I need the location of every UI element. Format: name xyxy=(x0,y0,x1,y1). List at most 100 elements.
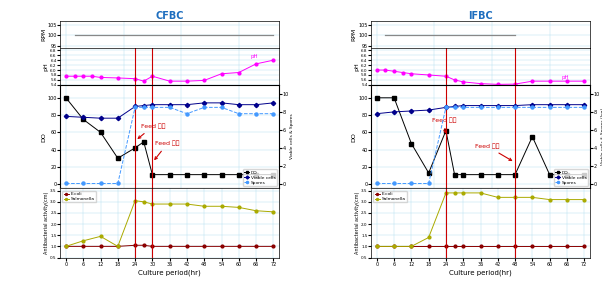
Spores xyxy=(563,106,571,109)
E.coli xyxy=(270,244,277,248)
Salmonella xyxy=(140,200,147,204)
Salmonella xyxy=(563,198,571,201)
E.coli xyxy=(114,244,122,248)
Spores xyxy=(79,182,87,185)
Y-axis label: pH: pH xyxy=(355,62,359,71)
Line: Viable cells: Viable cells xyxy=(375,103,586,115)
Line: Salmonella: Salmonella xyxy=(376,192,586,248)
E.coli xyxy=(184,244,191,248)
Spores xyxy=(442,106,450,109)
Y-axis label: DO: DO xyxy=(352,132,357,141)
Spores xyxy=(451,106,458,109)
Spores xyxy=(512,106,519,109)
DO xyxy=(459,173,467,176)
Spores xyxy=(425,182,432,185)
Text: Feed 종료: Feed 종료 xyxy=(475,143,512,160)
DO xyxy=(252,173,259,176)
Spores xyxy=(391,182,398,185)
Y-axis label: Antibacterial activity(cm): Antibacterial activity(cm) xyxy=(44,192,49,254)
DO xyxy=(529,135,536,139)
Spores xyxy=(200,106,208,109)
E.coli xyxy=(580,244,588,248)
E.coli xyxy=(425,244,432,248)
Legend: DO, Viable cells, Spores: DO, Viable cells, Spores xyxy=(243,169,277,186)
E.coli xyxy=(218,244,225,248)
Viable cells xyxy=(184,103,191,107)
Legend: E.coli, Salmonella: E.coli, Salmonella xyxy=(63,191,96,202)
Y-axis label: RPM: RPM xyxy=(41,28,46,41)
DO xyxy=(563,173,571,176)
DO xyxy=(546,173,553,176)
Viable cells xyxy=(563,103,571,107)
Spores xyxy=(373,182,380,185)
Salmonella xyxy=(200,205,208,208)
Viable cells xyxy=(114,116,122,120)
Viable cells xyxy=(200,101,208,105)
Line: Spores: Spores xyxy=(64,106,275,185)
Spores xyxy=(218,106,225,109)
Text: pH: pH xyxy=(561,75,569,80)
Spores xyxy=(270,112,277,115)
Line: DO: DO xyxy=(64,96,275,176)
Salmonella xyxy=(114,244,122,248)
Viable cells xyxy=(140,104,147,107)
Salmonella xyxy=(131,199,138,202)
X-axis label: Culture period(hr): Culture period(hr) xyxy=(138,269,201,276)
Salmonella xyxy=(63,244,70,248)
Text: Feed 시작: Feed 시작 xyxy=(432,118,456,133)
Salmonella xyxy=(459,191,467,195)
Spores xyxy=(408,182,415,185)
DO xyxy=(166,173,173,176)
DO xyxy=(184,173,191,176)
E.coli xyxy=(408,244,415,248)
DO xyxy=(200,173,208,176)
E.coli xyxy=(235,244,243,248)
Spores xyxy=(63,182,70,185)
Salmonella xyxy=(494,196,501,199)
Spores xyxy=(114,182,122,185)
E.coli xyxy=(200,244,208,248)
E.coli xyxy=(563,244,571,248)
Salmonella xyxy=(235,206,243,209)
DO xyxy=(442,129,450,132)
Spores xyxy=(494,106,501,109)
DO xyxy=(114,157,122,160)
DO xyxy=(79,118,87,121)
Line: Viable cells: Viable cells xyxy=(64,101,275,120)
Viable cells xyxy=(63,115,70,118)
DO xyxy=(391,96,398,99)
DO xyxy=(425,171,432,175)
Salmonella xyxy=(270,210,277,214)
Text: Feed 종료: Feed 종료 xyxy=(155,141,180,160)
Salmonella xyxy=(529,196,536,199)
Salmonella xyxy=(391,244,398,248)
Spores xyxy=(252,112,259,115)
Viable cells xyxy=(149,103,156,107)
Y-axis label: Viable cells & Spores (log): Viable cells & Spores (log) xyxy=(601,108,602,165)
DO xyxy=(218,173,225,176)
E.coli xyxy=(546,244,553,248)
Line: Salmonella: Salmonella xyxy=(64,199,275,248)
Spores xyxy=(459,106,467,109)
Text: pH: pH xyxy=(250,54,258,59)
Viable cells xyxy=(546,103,553,107)
Y-axis label: DO: DO xyxy=(41,132,46,141)
Salmonella xyxy=(184,202,191,206)
Viable cells xyxy=(131,105,138,108)
Salmonella xyxy=(512,196,519,199)
Salmonella xyxy=(425,236,432,239)
E.coli xyxy=(451,244,458,248)
Y-axis label: pH: pH xyxy=(44,62,49,71)
Spores xyxy=(477,106,484,109)
DO xyxy=(140,140,147,144)
Viable cells xyxy=(512,104,519,107)
Viable cells xyxy=(494,104,501,107)
Spores xyxy=(529,106,536,109)
Viable cells xyxy=(459,104,467,107)
Viable cells xyxy=(451,105,458,108)
Text: Feed 시작: Feed 시작 xyxy=(138,123,166,139)
E.coli xyxy=(529,244,536,248)
Title: CFBC: CFBC xyxy=(155,11,184,21)
Viable cells xyxy=(373,112,380,115)
Viable cells xyxy=(218,101,225,105)
